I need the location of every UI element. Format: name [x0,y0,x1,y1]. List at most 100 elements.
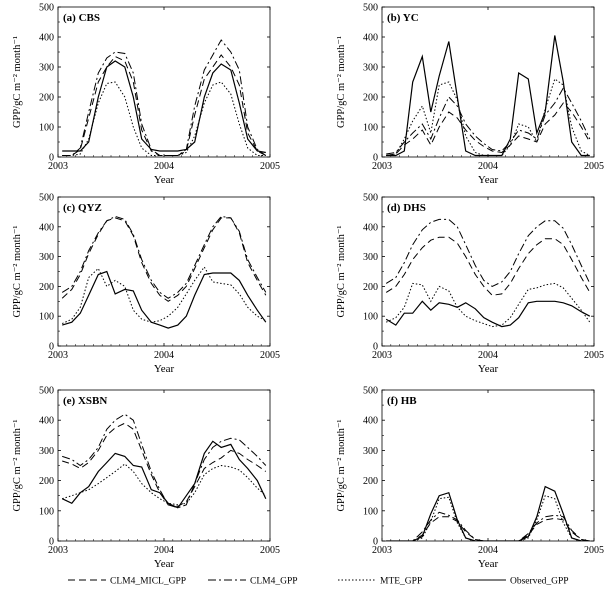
x-tick-label: 2005 [584,545,604,556]
series-line-clm4-micl-gpp [386,102,591,156]
series-line-clm4-micl-gpp [61,217,267,302]
y-tick-label: 300 [39,252,54,263]
panel-title: (e) XSBN [63,395,107,407]
y-tick-label: 500 [363,386,378,397]
y-tick-label: 200 [39,476,54,487]
y-tick-label: 100 [363,123,378,134]
series-line-clm4-gpp [386,511,590,541]
y-axis-label: GPP/gC m⁻² month⁻¹ [12,36,23,128]
y-tick-label: 200 [39,282,54,293]
y-tick-label: 200 [363,476,378,487]
series-line-clm4-micl-gpp [385,236,591,296]
x-tick-label: 2004 [154,545,174,556]
y-tick-label: 400 [39,222,54,233]
panel-title: (c) QYZ [63,202,102,214]
series-line-observed-gpp [62,60,266,154]
x-tick-label: 2005 [584,350,604,361]
series-line-mte-gpp [386,78,591,156]
y-tick-label: 0 [49,537,54,548]
y-tick-label: 0 [49,153,54,164]
x-axis-label: Year [154,558,175,570]
panel-title: (b) YC [387,12,419,24]
legend-label-3: MTE_GPP [380,577,422,587]
x-tick-label: 2004 [478,161,498,172]
x-axis-label: Year [478,558,499,570]
series-line-clm4-micl-gpp [62,54,267,156]
series-line-observed-gpp [386,485,590,541]
y-tick-label: 400 [363,222,378,233]
series-line-observed-gpp [61,440,267,509]
y-tick-label: 400 [39,33,54,44]
x-tick-label: 2003 [372,545,392,556]
panel-2: 0 100 200 300 400 500 2003 2004 2005 (b) YC Year GP… [336,3,604,187]
x-tick-label: 2003 [48,161,68,172]
y-tick-label: 400 [363,416,378,427]
x-tick-label: 2003 [372,161,392,172]
x-tick-label: 2005 [260,350,280,361]
y-tick-label: 100 [363,312,378,323]
panel-1: 0 100 200 300 400 500 2003 2004 2005 (a) CBS Year G… [12,3,280,187]
y-tick-label: 0 [373,342,378,353]
panel-title: (d) DHS [387,202,426,214]
y-tick-label: 100 [363,506,378,517]
series-line-clm4-micl-gpp [62,422,267,507]
series-line-observed-gpp [386,35,590,157]
series-line-clm4-micl-gpp [386,516,590,541]
x-tick-label: 2004 [154,161,174,172]
series-line-mte-gpp [62,81,266,156]
x-tick-label: 2003 [48,350,68,361]
panel-4: 0 100 200 300 400 500 2003 2004 2005 (d) DHS Year G… [336,193,604,376]
x-axis-label: Year [478,363,499,375]
y-tick-label: 400 [363,33,378,44]
y-tick-label: 500 [363,193,378,204]
x-tick-label: 2005 [260,545,280,556]
y-axis-label: GPP/gC m⁻² month⁻¹ [336,36,347,128]
y-tick-label: 0 [373,537,378,548]
panel-title: (a) CBS [63,12,100,24]
y-tick-label: 500 [39,386,54,397]
y-tick-label: 500 [39,193,54,204]
y-axis-label: GPP/gC m⁻² month⁻¹ [336,225,347,317]
y-tick-label: 0 [49,342,54,353]
legend-label-2: CLM4_GPP [250,577,298,587]
series-line-mte-gpp [61,266,267,325]
x-tick-label: 2004 [478,350,498,361]
plot-frame [57,196,271,347]
series-line-clm4-gpp [385,218,591,287]
y-axis-label: GPP/gC m⁻² month⁻¹ [12,225,23,317]
series-line-mte-gpp [62,463,267,506]
panel-title: (f) HB [387,395,417,407]
y-tick-label: 200 [363,282,378,293]
series-line-clm4-gpp [386,86,591,155]
y-tick-label: 300 [363,446,378,457]
y-axis-label: GPP/gC m⁻² month⁻¹ [12,419,23,511]
x-tick-label: 2005 [260,161,280,172]
plot-frame [381,6,595,158]
plot-frame [381,196,595,347]
plot-frame [57,389,271,542]
panel-6: 0 100 200 300 400 500 2003 2004 2005 (f) HB Year GP… [336,386,604,571]
x-axis-label: Year [478,174,499,186]
legend-label-4: Observed_GPP [510,577,569,587]
y-tick-label: 300 [363,252,378,263]
y-tick-label: 300 [39,446,54,457]
y-tick-label: 100 [39,312,54,323]
x-tick-label: 2004 [154,350,174,361]
legend: CLM4_MICL_GPP CLM4_GPP MTE_GPP Observed_GPP [68,577,569,587]
x-tick-label: 2003 [48,545,68,556]
y-tick-label: 100 [39,123,54,134]
y-tick-label: 400 [39,416,54,427]
y-tick-label: 500 [363,3,378,14]
y-axis-label: GPP/gC m⁻² month⁻¹ [336,419,347,511]
series-line-clm4-gpp [61,215,267,299]
series-line-mte-gpp [385,282,591,328]
panel-5: 0 100 200 300 400 500 2003 2004 2005 (e) XSBN Year… [12,386,280,571]
y-tick-label: 100 [39,506,54,517]
series-line-observed-gpp [385,300,591,328]
legend-label-1: CLM4_MICL_GPP [110,577,186,587]
y-tick-label: 300 [39,63,54,74]
y-tick-label: 200 [363,93,378,104]
y-tick-label: 200 [39,93,54,104]
panel-3: 0 100 200 300 400 500 2003 2004 2005 (c) QYZ Year G… [12,193,280,376]
